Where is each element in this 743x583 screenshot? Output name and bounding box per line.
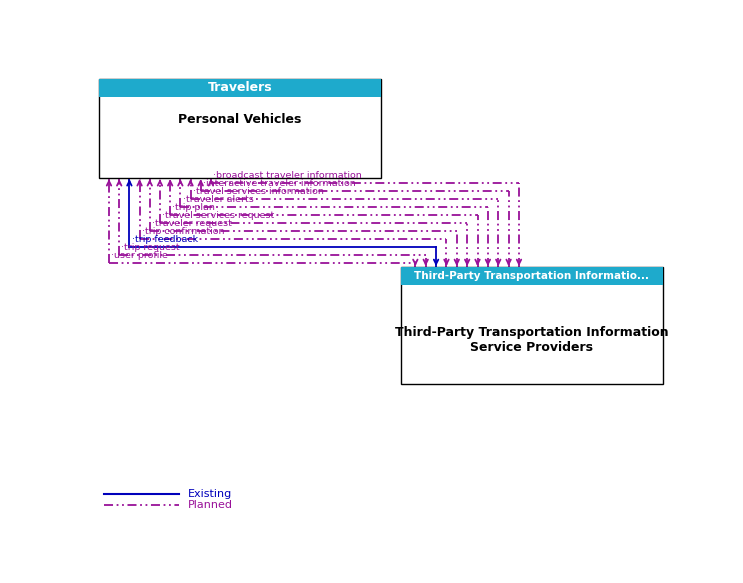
Text: ·user profile: ·user profile: [111, 251, 168, 260]
Text: ·trip confirmation: ·trip confirmation: [142, 227, 224, 236]
Bar: [401, 268, 663, 384]
Text: Existing: Existing: [188, 489, 232, 499]
Bar: [99, 79, 381, 97]
Text: ·trip plan: ·trip plan: [172, 203, 215, 212]
Text: Personal Vehicles: Personal Vehicles: [178, 113, 302, 126]
Text: ·trip request: ·trip request: [122, 243, 180, 252]
Text: ·trip feedback: ·trip feedback: [132, 236, 198, 244]
Bar: [401, 268, 663, 286]
Text: ·traveler alerts: ·traveler alerts: [183, 195, 253, 205]
Bar: [99, 79, 381, 178]
Text: Third-Party Transportation Information
Service Providers: Third-Party Transportation Information S…: [395, 326, 669, 354]
Text: ·travel services request: ·travel services request: [162, 212, 274, 220]
Text: ·travel services information: ·travel services information: [193, 187, 324, 196]
Text: Third-Party Transportation Informatio...: Third-Party Transportation Informatio...: [415, 272, 649, 282]
Text: ·traveler request: ·traveler request: [152, 219, 232, 229]
Text: ·interactive traveler information: ·interactive traveler information: [203, 180, 356, 188]
Text: Travelers: Travelers: [207, 82, 272, 94]
Text: Planned: Planned: [188, 500, 233, 510]
Text: ·broadcast traveler information: ·broadcast traveler information: [213, 171, 362, 180]
